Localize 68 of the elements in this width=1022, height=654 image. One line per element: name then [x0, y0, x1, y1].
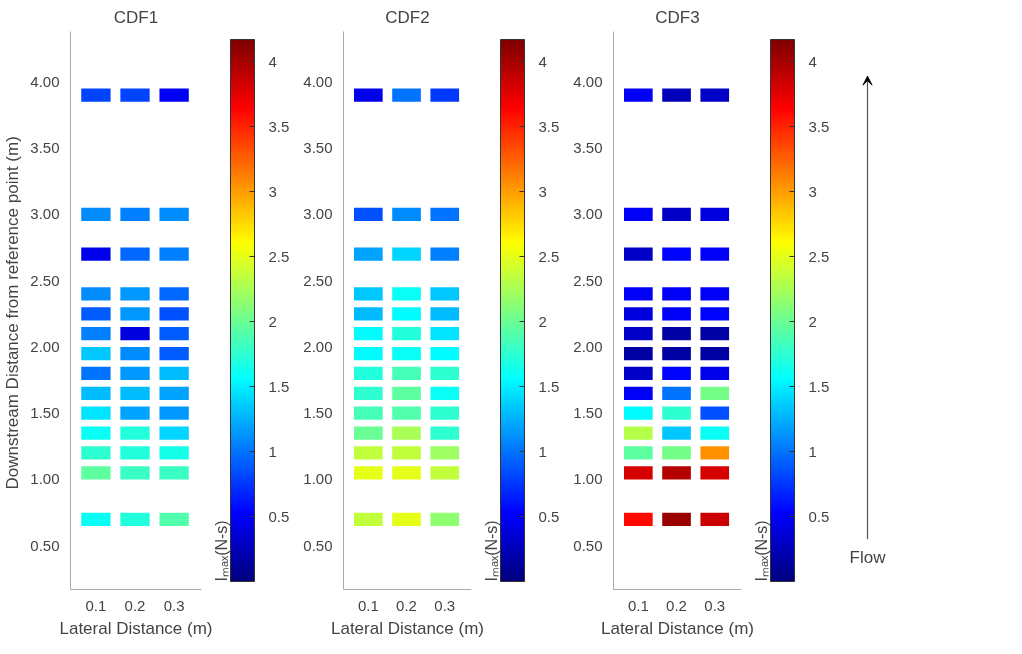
color-bar-label: 1: [268, 442, 277, 460]
y-axis-title: Downstream Distance from reference point (m): [3, 136, 23, 490]
color-bar-label: 2.5: [808, 247, 830, 265]
y-tick-label: 3.50: [573, 139, 603, 157]
x-axis-title: Lateral Distance (m): [330, 618, 485, 638]
y-tick-label: 2.50: [573, 271, 603, 289]
color-bar-label: 0.5: [268, 507, 290, 525]
x-tick-label: 0.3: [434, 596, 456, 614]
text: Flow: [849, 548, 887, 568]
color-bar-label: 2.5: [538, 247, 560, 265]
color-bar-label: 1.5: [268, 377, 290, 395]
color-bar-label: 2.5: [268, 247, 290, 265]
color-bar-label: 1: [808, 442, 817, 460]
y-tick-label: 4.00: [573, 72, 603, 90]
y-tick-label: 0.50: [30, 536, 60, 554]
x-axis-title: Lateral Distance (m): [59, 618, 213, 638]
color-bar-label: 3: [268, 182, 277, 200]
color-bar-label: 0.5: [808, 507, 830, 525]
y-tick-label: 3.00: [573, 205, 603, 223]
color-bar-label: 2: [268, 312, 277, 330]
y-tick-label: 3.50: [30, 139, 60, 157]
chart-title: CDF1: [113, 7, 159, 27]
x-axis-title: Lateral Distance (m): [600, 618, 755, 638]
y-tick-label: 2.00: [303, 337, 333, 355]
x-tick-label: 0.1: [627, 596, 649, 614]
y-tick-label: 3.50: [303, 139, 333, 157]
color-bar-title: Iₘₐₓ(N-s): [752, 520, 770, 582]
x-tick-label: 0.3: [163, 596, 185, 614]
x-tick-label: 0.1: [85, 596, 107, 614]
color-bar-label: 1: [538, 442, 547, 460]
y-tick-label: 2.00: [573, 337, 603, 355]
color-bar-label: 0.5: [538, 507, 560, 525]
y-tick-label: 0.50: [303, 536, 333, 554]
y-tick-label: 0.50: [573, 536, 603, 554]
color-bar-label: 3: [808, 182, 817, 200]
y-tick-label: 1.00: [573, 470, 603, 488]
x-tick-label: 0.3: [704, 596, 726, 614]
color-bar-label: 3.5: [268, 117, 290, 135]
y-tick-label: 1.00: [303, 470, 333, 488]
color-bar-label: 4: [808, 52, 817, 70]
y-tick-label: 2.50: [303, 271, 333, 289]
color-bar-label: 2: [808, 312, 817, 330]
y-tick-label: 3.00: [303, 205, 333, 223]
y-tick-label: 2.00: [30, 337, 60, 355]
y-tick-label: 4.00: [303, 72, 333, 90]
color-bar-label: 2: [538, 312, 547, 330]
x-tick-label: 0.1: [357, 596, 379, 614]
color-bar-label: 3.5: [538, 117, 560, 135]
chart-title: CDF3: [655, 7, 700, 27]
color-bar-label: 1.5: [538, 377, 560, 395]
x-tick-label: 0.2: [666, 596, 687, 614]
y-tick-label: 1.50: [30, 404, 60, 422]
chart-title: CDF2: [385, 7, 430, 27]
color-bar-label: 4: [538, 52, 547, 70]
y-tick-label: 4.00: [30, 72, 60, 90]
color-bar-title: Iₘₐₓ(N-s): [482, 520, 500, 582]
y-tick-label: 2.50: [30, 271, 60, 289]
y-tick-label: 1.50: [573, 404, 603, 422]
color-bar-label: 3.5: [808, 117, 830, 135]
color-bar-label: 1.5: [808, 377, 830, 395]
color-bar-label: 4: [268, 52, 277, 70]
y-tick-label: 3.00: [30, 205, 60, 223]
y-tick-label: 1.00: [30, 470, 60, 488]
color-bar-title: Iₘₐₓ(N-s): [212, 520, 230, 582]
color-bar-label: 3: [538, 182, 547, 200]
y-tick-label: 1.50: [303, 404, 333, 422]
x-tick-label: 0.2: [124, 596, 146, 614]
x-tick-label: 0.2: [396, 596, 417, 614]
